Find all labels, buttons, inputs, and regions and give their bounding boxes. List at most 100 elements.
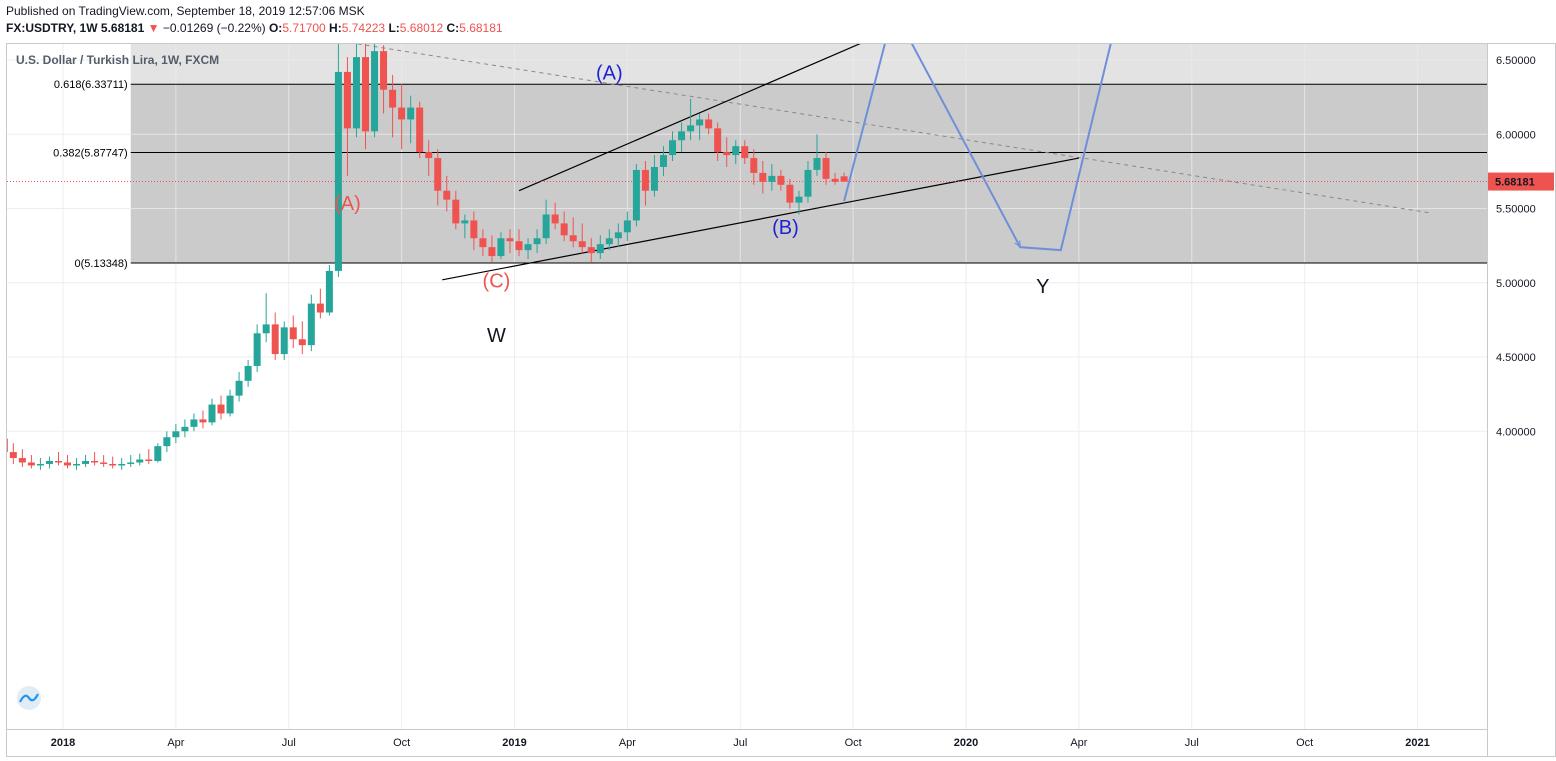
candle <box>587 238 595 263</box>
candle-body <box>9 452 17 459</box>
candle-body <box>434 158 442 191</box>
candle <box>696 113 704 141</box>
candle-body <box>786 184 794 203</box>
candle-body <box>506 238 514 242</box>
candle <box>54 452 62 466</box>
candle <box>64 455 72 469</box>
candle-body <box>127 462 135 464</box>
candle <box>443 175 451 212</box>
candle <box>36 458 44 470</box>
candle <box>732 140 740 164</box>
candle-body <box>822 158 830 179</box>
candle-body <box>479 238 487 248</box>
candle-body <box>73 463 81 466</box>
dashed-trendline <box>355 44 1432 214</box>
candle-body <box>325 270 333 313</box>
candle-body <box>64 462 72 466</box>
candle-body <box>416 107 424 153</box>
candle <box>542 199 550 245</box>
x-tick-label: 2020 <box>954 737 978 749</box>
candle-body <box>443 190 451 200</box>
candle-body <box>452 199 460 224</box>
candle-body <box>578 241 586 248</box>
candle <box>199 410 207 429</box>
fib-zone-1 <box>131 0 1487 36</box>
candle-body <box>696 119 704 126</box>
candle-body <box>596 244 604 254</box>
candle-body <box>732 146 740 156</box>
y-tick-label: 4.50000 <box>1496 352 1536 364</box>
x-tick-label: Oct <box>393 737 410 749</box>
close-label: C: <box>446 21 460 35</box>
candle-body <box>641 169 649 191</box>
candle-body <box>154 446 162 461</box>
candle <box>605 229 613 251</box>
candle-body <box>253 333 261 366</box>
symbol-label: FX:USDTRY, 1W <box>6 21 98 35</box>
candle <box>461 214 469 239</box>
candle-body <box>18 458 26 463</box>
candle <box>840 172 848 182</box>
candle <box>82 455 90 467</box>
candle <box>768 164 776 191</box>
candle <box>154 443 162 463</box>
candle-body <box>524 244 532 251</box>
candle <box>145 449 153 464</box>
candle-body <box>533 238 541 245</box>
high-value: 5.74223 <box>341 21 386 35</box>
candle-body <box>82 461 90 464</box>
current-price-label: 5.68181 <box>1495 177 1535 189</box>
high-label: H: <box>329 21 342 35</box>
candle-body <box>334 71 342 271</box>
candle <box>389 74 397 138</box>
x-tick-label: Apr <box>167 737 184 749</box>
candle-body <box>36 463 44 466</box>
candle <box>759 161 767 194</box>
candle <box>596 235 604 260</box>
candle <box>73 458 81 470</box>
candle-body <box>614 232 622 239</box>
chart-header: Published on TradingView.com, September … <box>6 3 503 37</box>
candle <box>235 371 243 402</box>
fib-label-2: 0.618(6.33711) <box>54 79 128 91</box>
candle-body <box>407 107 415 120</box>
candle-body <box>560 223 568 236</box>
candle-body <box>45 461 53 464</box>
candle-body <box>316 303 324 313</box>
chart-title: U.S. Dollar / Turkish Lira, 1W, FXCM <box>16 53 219 67</box>
candle <box>27 455 35 469</box>
candle <box>289 315 297 349</box>
candle <box>298 321 306 355</box>
candle <box>253 324 261 372</box>
candle-body <box>551 214 559 224</box>
down-triangle-icon: ▼ <box>147 21 160 35</box>
candle-body <box>91 461 99 463</box>
candle-body <box>163 437 171 447</box>
candle-body <box>371 51 379 132</box>
candle-body <box>226 395 234 414</box>
candle-body <box>659 155 667 167</box>
fib-label-4: 0(5.13348) <box>75 258 128 270</box>
candle <box>750 149 758 185</box>
x-tick-label: 2018 <box>51 737 75 749</box>
candle-body <box>605 238 613 245</box>
candle-body <box>109 463 117 466</box>
candle <box>497 232 505 260</box>
candle <box>226 389 234 417</box>
trendline-2 <box>442 157 1079 281</box>
candle <box>7 438 8 453</box>
open-value: 5.71700 <box>282 21 326 35</box>
candle <box>614 223 622 248</box>
candle <box>822 152 830 185</box>
candle <box>524 238 532 260</box>
candle-body <box>768 175 776 182</box>
candle <box>127 455 135 467</box>
candle <box>371 44 379 138</box>
candle-body <box>777 175 785 185</box>
candle-body <box>244 365 252 381</box>
candle-body <box>7 438 8 453</box>
candle <box>307 294 315 352</box>
candle-body <box>669 140 677 156</box>
candle-body <box>587 247 595 254</box>
